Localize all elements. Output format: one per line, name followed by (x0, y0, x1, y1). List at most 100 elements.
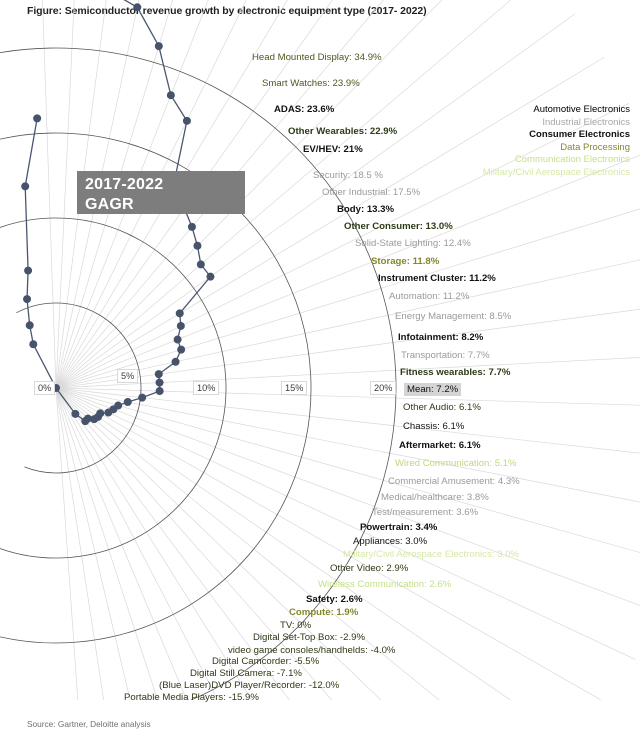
gridline-arc-10 (0, 217, 227, 559)
data-label-10: Storage: 11.8% (371, 256, 440, 267)
data-point-3[interactable] (133, 3, 142, 12)
spoke-33 (55, 387, 219, 700)
spoke-37 (55, 387, 105, 700)
data-point-19[interactable] (155, 378, 164, 387)
data-point-10[interactable] (193, 241, 202, 250)
spoke-27 (55, 387, 512, 700)
data-label-9: Solid-State Lighting: 12.4% (355, 238, 471, 249)
data-label-18: Other Audio: 6.1% (403, 402, 481, 413)
spoke-17 (55, 259, 640, 389)
data-point-18[interactable] (154, 370, 163, 379)
data-point-28[interactable] (90, 415, 99, 424)
data-label-30: Safety: 2.6% (306, 594, 363, 605)
spoke-6 (55, 0, 247, 389)
data-point-20[interactable] (155, 387, 164, 396)
watermark-line-1: 2017-2022 (85, 176, 164, 193)
spoke-36 (55, 387, 131, 700)
axis-tick-10pct: 10% (193, 381, 220, 395)
spoke-16 (55, 208, 640, 389)
data-label-7: Body: 13.3% (337, 204, 395, 215)
data-point-5[interactable] (166, 91, 175, 100)
data-label-25: Powertrain: 3.4% (360, 522, 438, 533)
data-point-15[interactable] (173, 335, 182, 344)
spoke-30 (55, 387, 333, 700)
spoke-38 (55, 387, 79, 700)
data-label-35: Digital Camcorder: -5.5% (212, 656, 320, 667)
data-label-26: Appliances: 3.0% (353, 536, 428, 547)
spoke-22 (55, 387, 640, 503)
spoke-32 (55, 387, 253, 700)
data-label-23: Medical/healthcare: 3.8% (381, 492, 489, 503)
data-label-36: Digital Still Camera: -7.1% (190, 668, 302, 679)
spoke-29 (55, 387, 382, 700)
data-label-8: Other Consumer: 13.0% (344, 221, 453, 232)
spoke-35 (55, 387, 159, 700)
data-label-13: Energy Management: 8.5% (395, 311, 512, 322)
spoke-9 (55, 0, 384, 389)
data-label-38: Portable Media Players: -15.9% (124, 692, 259, 703)
spoke-0 (42, 0, 57, 389)
data-point-9[interactable] (187, 222, 196, 231)
data-label-12: Automation: 11.2% (389, 291, 470, 302)
data-point-37[interactable] (21, 182, 30, 191)
gridline-arc-15 (0, 132, 312, 644)
data-label-24: Test/measurement: 3.6% (372, 507, 479, 518)
data-point-33[interactable] (29, 340, 38, 349)
spoke-10 (55, 0, 443, 389)
data-point-38[interactable] (33, 114, 42, 123)
data-label-19: Chassis: 6.1% (403, 421, 465, 432)
axis-tick-15pct: 15% (281, 381, 308, 395)
radial-gridline-arcs (0, 47, 397, 700)
data-point-4[interactable] (154, 42, 163, 51)
spoke-34 (55, 387, 188, 700)
spoke-12 (55, 13, 576, 389)
spoke-5 (55, 0, 209, 389)
legend-item-2: Consumer Electronics (529, 129, 630, 141)
spoke-25 (55, 387, 636, 660)
data-label-29: Wireless Communication: 2.6% (318, 579, 452, 590)
data-label-3: Other Wearables: 22.9% (288, 126, 398, 137)
data-label-0: Head Mounted Display: 34.9% (252, 52, 382, 63)
data-label-21: Wired Communication: 5.1% (395, 458, 517, 469)
data-label-15: Transportation: 7.7% (401, 350, 490, 361)
data-point-34[interactable] (25, 321, 34, 330)
spoke-28 (55, 387, 440, 700)
polar-chart: 2017-2022 GAGR Head Mounted Display: 34.… (0, 0, 640, 703)
data-label-16: Fitness wearables: 7.7% (400, 367, 511, 378)
data-point-30[interactable] (81, 417, 90, 426)
legend-item-4: Communication Electronics (514, 154, 630, 166)
data-point-12[interactable] (206, 272, 215, 281)
gridline-arc-20 (0, 47, 397, 700)
data-point-31[interactable] (71, 409, 80, 418)
data-point-11[interactable] (196, 260, 205, 269)
data-point-13[interactable] (175, 309, 184, 318)
data-point-36[interactable] (24, 266, 33, 275)
data-point-21[interactable] (138, 393, 147, 402)
data-label-2: ADAS: 23.6% (274, 104, 335, 115)
spoke-11 (55, 0, 512, 389)
data-label-22: Commercial Amusement: 4.3% (388, 476, 520, 487)
spoke-24 (55, 387, 640, 606)
data-point-22[interactable] (123, 398, 132, 407)
data-point-17[interactable] (171, 357, 180, 366)
spoke-8 (55, 0, 333, 389)
data-label-17: Mean: 7.2% (404, 383, 462, 396)
data-label-31: Compute: 1.9% (289, 607, 359, 618)
data-point-14[interactable] (176, 321, 185, 330)
axis-tick-0pct: 0% (34, 381, 56, 395)
data-point-16[interactable] (177, 345, 186, 354)
data-label-6: Other Industrial: 17.5% (322, 187, 421, 198)
data-label-5: Security: 18.5 % (313, 170, 383, 181)
spoke-2 (55, 0, 107, 389)
axis-tick-20pct: 20% (370, 381, 397, 395)
source-note: Source: Gartner, Deloitte analysis (27, 719, 151, 729)
data-label-34: video game consoles/handhelds: -4.0% (228, 645, 396, 656)
data-point-35[interactable] (23, 295, 32, 304)
spoke-26 (55, 387, 602, 700)
data-label-4: EV/HEV: 21% (303, 144, 363, 155)
data-label-33: Digital Set-Top Box: -2.9% (253, 632, 365, 643)
data-point-6[interactable] (182, 116, 191, 125)
data-point-25[interactable] (104, 408, 113, 417)
watermark-line-2: GAGR (85, 196, 134, 213)
legend-item-3: Data Processing (560, 141, 630, 153)
